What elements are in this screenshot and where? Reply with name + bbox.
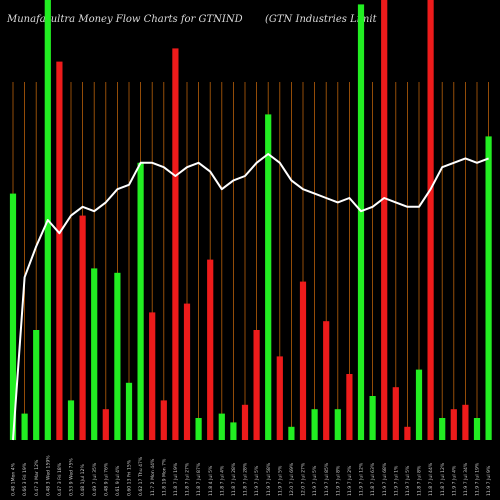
bar bbox=[439, 418, 446, 440]
x-tick-label: 11.8 7 Jul 4% bbox=[219, 465, 225, 496]
bar bbox=[392, 387, 399, 440]
x-tick-label: 0.48 9 Jul 76% bbox=[103, 462, 109, 496]
x-tick-label: 11.9 7 Jul 9% bbox=[486, 465, 492, 496]
x-tick-label: 0.47 3 Fri 18% bbox=[57, 462, 63, 496]
bar bbox=[125, 382, 133, 440]
bar bbox=[288, 426, 295, 440]
x-tick-label: 11.8 7 Jul 27% bbox=[185, 462, 191, 496]
bar bbox=[218, 413, 225, 440]
x-tick-label: 0.48 1Mon 4% bbox=[11, 462, 17, 496]
bar bbox=[404, 426, 411, 440]
bar bbox=[195, 418, 202, 440]
x-tick-label: 12.0 7 Jul 69% bbox=[289, 462, 295, 496]
x-tick-label: 11.8 7 Jul 44% bbox=[428, 462, 434, 496]
x-tick-label: 0.60 13 Fri 15% bbox=[127, 459, 133, 496]
bar bbox=[253, 330, 260, 440]
x-tick-label: 0.48 1Jul 12% bbox=[80, 464, 86, 496]
bar bbox=[137, 162, 144, 441]
chart-subtitle: (GTN Industries Limit bbox=[265, 14, 377, 25]
x-tick-label: 11.9 7 Jul 1% bbox=[393, 465, 399, 496]
x-tick-labels: 0.48 1Mon 4% 0.66 3 Fri 19% 0.47 3 Mar 12%… bbox=[11, 455, 493, 496]
bar bbox=[102, 409, 109, 440]
bar bbox=[241, 404, 249, 440]
bar bbox=[276, 356, 283, 440]
bar bbox=[230, 422, 237, 440]
bar bbox=[473, 418, 481, 440]
bar bbox=[450, 409, 457, 440]
x-tick-label: 11.8 7 Jul 8% bbox=[417, 465, 423, 496]
x-tick-label: 11.9 7 Jul 2% bbox=[347, 465, 353, 496]
x-tick-label: 11.9 7 Jul 5% bbox=[277, 465, 283, 496]
x-tick-label: 11.9 7 Jul 4% bbox=[451, 465, 457, 496]
x-tick-label: 11.8 7 Jul 63% bbox=[370, 462, 376, 496]
bar bbox=[357, 4, 365, 441]
bar bbox=[172, 48, 179, 441]
bar bbox=[79, 215, 86, 440]
bar bbox=[427, 0, 434, 440]
bar bbox=[369, 396, 376, 440]
x-tick-label: 0.61 9 Jul 4% bbox=[115, 465, 121, 496]
x-tick-label: 11.7 2 Mon 44% bbox=[150, 458, 156, 496]
bar bbox=[462, 404, 469, 440]
bar bbox=[334, 409, 341, 440]
x-tick-label: 0.49 7 Jul 35% bbox=[92, 462, 98, 496]
x-tick-label: 11.9 7 Jul 58% bbox=[266, 462, 272, 496]
x-tick-label: 11.8 19 Mon 7% bbox=[161, 458, 167, 496]
bar bbox=[9, 193, 17, 440]
flow-line bbox=[12, 153, 489, 441]
x-tick-label: 11.9 7 Jul 5% bbox=[254, 465, 260, 496]
bar bbox=[149, 312, 156, 440]
bar bbox=[160, 400, 167, 440]
bar bbox=[265, 114, 272, 441]
x-tick-label: 11.8 7 Jul 28% bbox=[243, 462, 249, 496]
x-tick-label: 0.62 17 Thu 47% bbox=[138, 456, 144, 496]
bar bbox=[415, 369, 423, 440]
x-tick-label: 11.8 7 Jul 19% bbox=[173, 462, 179, 496]
bars bbox=[9, 0, 492, 441]
bar bbox=[485, 136, 492, 440]
bar bbox=[21, 413, 28, 440]
bar bbox=[114, 272, 121, 440]
bar bbox=[183, 303, 191, 440]
x-tick-label: 11.9 7 Jul 19% bbox=[475, 462, 481, 496]
x-tick-label: 0.48 3 Wed 159% bbox=[45, 455, 51, 496]
x-tick-label: 11.9 7 Jul 85% bbox=[324, 462, 330, 496]
x-tick-label: 11.8 7 Jul 12% bbox=[440, 462, 446, 496]
bar bbox=[33, 330, 40, 440]
x-tick-label: 11.9 7 Jul 34% bbox=[463, 462, 469, 496]
x-tick-label: 0.53 9 Wed 75% bbox=[69, 458, 75, 496]
x-tick-label: 11.8 7 Jul 28% bbox=[231, 462, 237, 496]
bar bbox=[346, 374, 353, 440]
flow-line-series bbox=[12, 153, 489, 441]
x-tick-label: 11.8 7 Jul 87% bbox=[196, 462, 202, 496]
x-tick-label: 11.9 7 Jul 5% bbox=[405, 465, 411, 496]
chart-title: Munafa_ultra Money Flow Charts for GTNIN… bbox=[7, 14, 243, 25]
bar bbox=[323, 321, 330, 440]
x-tick-label: 11.9 7 Jul 8% bbox=[335, 465, 341, 496]
bar bbox=[207, 259, 214, 440]
x-tick-label: 11.9 7 Jul 12% bbox=[359, 462, 365, 496]
x-tick-label: 0.47 3 Mar 12% bbox=[34, 459, 40, 496]
x-tick-label: 11.9 7 Jul 68% bbox=[382, 462, 388, 496]
x-tick-label: 11.9 7 Jul 5% bbox=[312, 465, 318, 496]
bar bbox=[381, 0, 388, 440]
bar bbox=[311, 409, 318, 440]
bar bbox=[299, 281, 307, 440]
bar bbox=[56, 61, 63, 440]
x-tick-label: 0.66 3 Fri 19% bbox=[22, 462, 28, 496]
bar bbox=[67, 400, 75, 440]
x-tick-label: 12.0 7 Jul 27% bbox=[301, 462, 307, 496]
bar bbox=[91, 268, 98, 440]
x-tick-label: 11.8 4 Jul 5% bbox=[208, 465, 214, 496]
